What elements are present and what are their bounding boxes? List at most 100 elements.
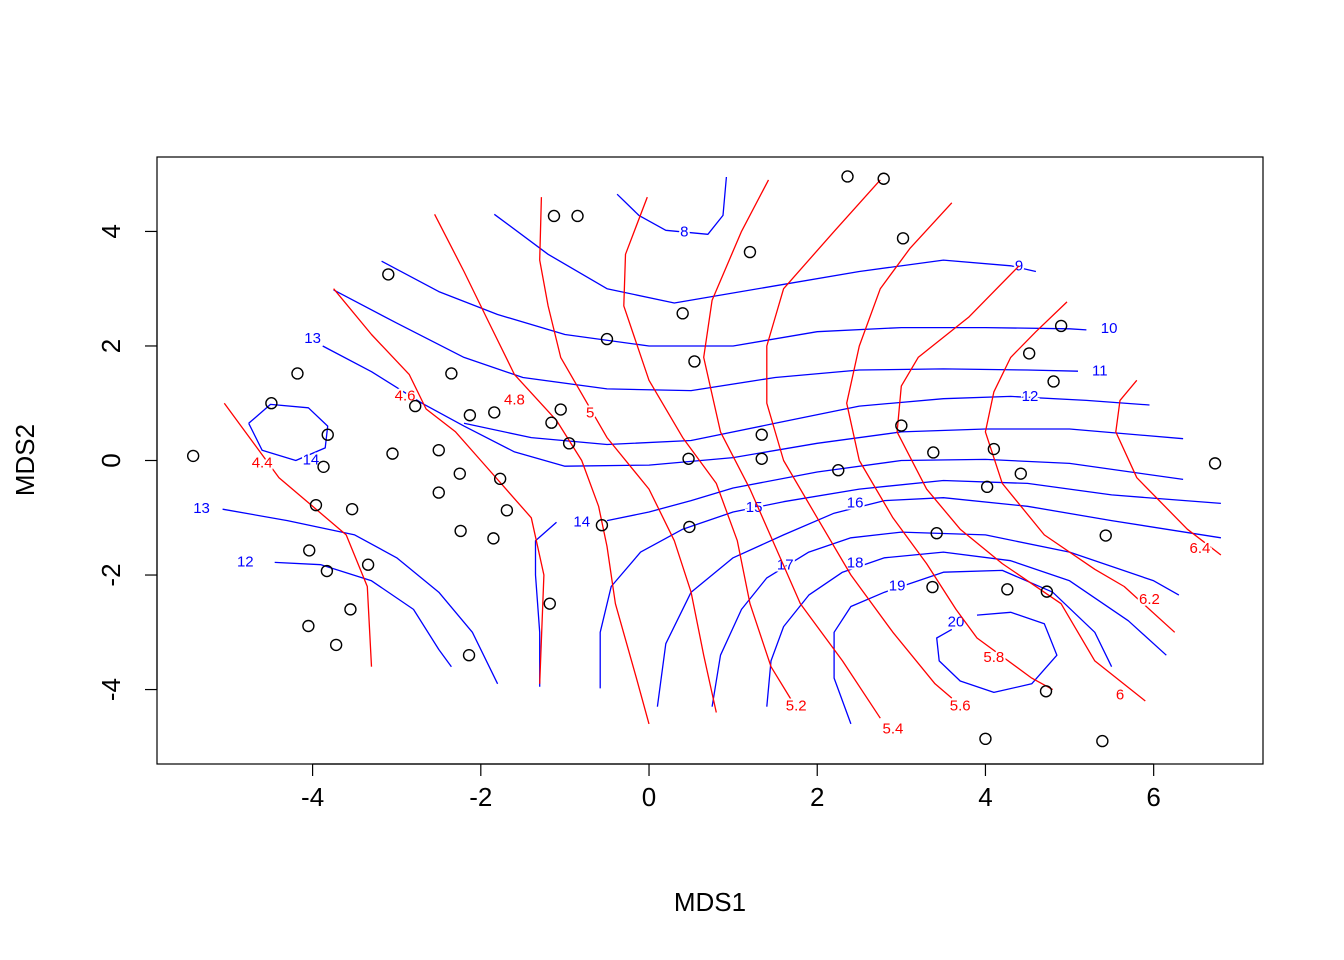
sample-point (547, 209, 561, 223)
x-axis: -4 -2 0 2 4 6 (301, 763, 1161, 812)
sample-point (755, 428, 768, 441)
sample-point (554, 403, 567, 416)
sample-point (930, 527, 943, 540)
contour-label: 6.2 (1139, 591, 1160, 608)
contour-line-red (703, 179, 881, 719)
sample-point (1099, 529, 1112, 542)
sample-point (980, 480, 994, 494)
y-axis-label: MDS2 (10, 424, 40, 496)
y-axis: -4 -2 0 2 4 (96, 224, 158, 701)
sample-point (487, 532, 500, 545)
y-tick-label: 2 (96, 339, 126, 353)
sample-point (309, 498, 323, 512)
contour-label: 16 (847, 494, 864, 511)
x-tick-label: 6 (1146, 782, 1160, 812)
sample-point (600, 332, 614, 346)
contour-label: 5 (586, 405, 594, 422)
sample-point (493, 472, 507, 486)
sample-point (1208, 457, 1222, 470)
sample-point (682, 452, 695, 465)
contour-label: 13 (193, 500, 210, 517)
contour-line-blue (616, 176, 728, 235)
contour-label: 15 (746, 499, 763, 516)
sample-point (562, 437, 576, 450)
contour-line-blue (274, 561, 452, 668)
contour-line-red (896, 265, 1146, 702)
sample-point (545, 416, 558, 429)
sample-point (926, 580, 939, 594)
sample-point (432, 443, 445, 457)
sample-point (462, 648, 476, 662)
sample-point (755, 452, 768, 465)
sample-point (317, 460, 330, 473)
sample-point (445, 367, 458, 380)
contour-line-blue (656, 497, 1222, 707)
sample-point (1001, 583, 1014, 596)
sample-point (1054, 319, 1068, 333)
contour-line-red (333, 288, 545, 684)
sample-point (571, 209, 584, 223)
contour-label: 5.8 (983, 649, 1004, 666)
sample-point (386, 447, 399, 460)
sample-point (841, 170, 854, 183)
y-tick-label: 0 (96, 453, 126, 467)
contour-line-red (539, 197, 717, 713)
contour-line-blue (381, 260, 1087, 347)
contour-line-blue (493, 213, 1037, 304)
contour-line-blue (606, 458, 1184, 522)
sample-points-layer (186, 170, 1222, 748)
contour-line-red (984, 301, 1176, 633)
sample-point (1047, 375, 1060, 388)
sample-point (329, 638, 343, 652)
contour-line-red (1115, 379, 1222, 556)
contour-line-blue (333, 289, 1079, 392)
sample-point (463, 409, 477, 422)
sample-point (409, 399, 422, 413)
contour-label: 14 (303, 451, 320, 468)
sample-point (1014, 467, 1027, 480)
sample-point (453, 467, 466, 480)
contour-line-blue (711, 531, 1180, 707)
sample-point (320, 564, 334, 578)
contour-label: 11 (1092, 363, 1108, 380)
x-axis-label: MDS1 (674, 887, 746, 917)
sample-point (743, 245, 757, 259)
sample-point (895, 419, 908, 432)
contour-label: 5.2 (786, 698, 807, 715)
sample-point (344, 603, 357, 616)
x-tick-label: -2 (469, 782, 492, 812)
contour-label: 12 (237, 553, 254, 570)
sample-point (979, 732, 992, 746)
y-tick-label: -4 (96, 678, 126, 701)
sample-point (302, 619, 315, 633)
y-tick-label: 4 (96, 224, 126, 238)
contour-label: 6.4 (1189, 540, 1210, 557)
sample-point (683, 520, 696, 534)
sample-point (321, 428, 334, 441)
sample-point (265, 397, 278, 410)
contour-line-blue (222, 508, 499, 685)
x-tick-label: 4 (978, 782, 992, 812)
contour-label: 10 (1101, 320, 1118, 337)
x-tick-label: -4 (301, 782, 324, 812)
sample-point (543, 597, 556, 610)
contour-line-blue (766, 551, 1167, 707)
contour-label: 8 (680, 224, 688, 241)
sample-point (454, 524, 467, 538)
contour-label: 4.8 (504, 391, 525, 408)
sample-point (1039, 685, 1053, 698)
sample-point (382, 268, 395, 281)
contour-label: 4.6 (395, 387, 416, 404)
contour-label: 20 (948, 614, 965, 631)
contour-label: 6 (1116, 686, 1124, 703)
sample-point (927, 446, 940, 459)
contour-label: 12 (1022, 388, 1039, 405)
contour-label: 5.4 (883, 721, 904, 738)
contour-line-red (223, 402, 373, 667)
contour-label: 18 (847, 555, 864, 572)
sample-point (500, 504, 514, 517)
sample-point (432, 486, 445, 499)
